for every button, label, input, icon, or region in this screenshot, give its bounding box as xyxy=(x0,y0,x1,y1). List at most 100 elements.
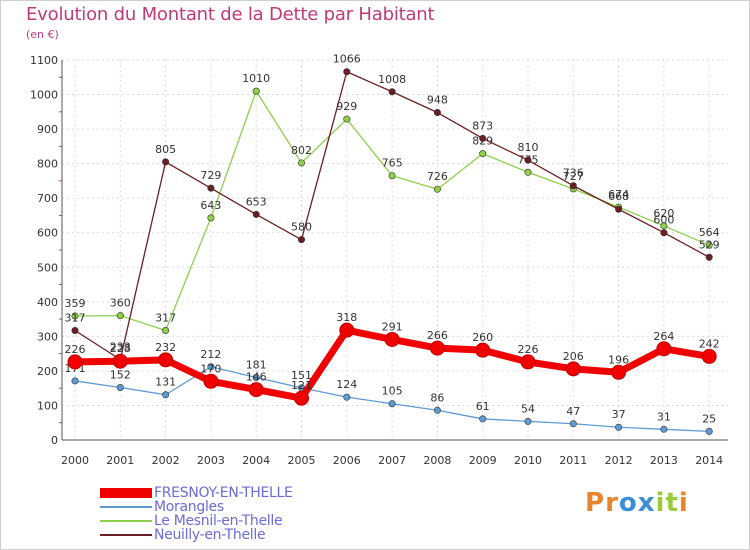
data-label-neuilly-en-thelle: 1066 xyxy=(333,53,361,66)
data-point-le-mesnil-en-thelle xyxy=(343,115,351,123)
x-tick-label: 2003 xyxy=(197,454,225,467)
y-tick-label: 0 xyxy=(51,434,58,447)
data-label-morangles: 86 xyxy=(430,391,444,404)
x-tick-label: 2009 xyxy=(469,454,497,467)
data-label-fresnoy-en-thelle: 232 xyxy=(155,341,176,354)
data-label-neuilly-en-thelle: 810 xyxy=(518,141,539,154)
data-point-neuilly-en-thelle xyxy=(615,205,623,213)
legend-item-morangles: Morangles xyxy=(100,499,293,515)
data-point-morangles xyxy=(615,423,623,431)
data-point-le-mesnil-en-thelle xyxy=(71,312,79,320)
data-point-neuilly-en-thelle xyxy=(252,210,260,218)
data-point-le-mesnil-en-thelle xyxy=(388,172,396,180)
data-point-fresnoy-en-thelle xyxy=(384,331,400,347)
x-tick-label: 2004 xyxy=(242,454,270,467)
data-label-neuilly-en-thelle: 1008 xyxy=(378,73,406,86)
data-label-le-mesnil-en-thelle: 359 xyxy=(65,297,86,310)
x-tick-label: 2006 xyxy=(333,454,361,467)
data-label-fresnoy-en-thelle: 226 xyxy=(518,343,539,356)
data-point-neuilly-en-thelle xyxy=(524,156,532,164)
x-tick-label: 2014 xyxy=(695,454,723,467)
data-label-neuilly-en-thelle: 580 xyxy=(291,221,312,234)
legend: FRESNOY-EN-THELLE Morangles Le Mesnil-en… xyxy=(100,485,293,543)
data-label-le-mesnil-en-thelle: 564 xyxy=(699,226,720,239)
data-label-morangles: 54 xyxy=(521,402,535,415)
y-tick-label: 300 xyxy=(37,330,58,343)
data-point-morangles xyxy=(162,391,170,399)
data-point-morangles xyxy=(207,363,215,371)
y-tick-label: 500 xyxy=(37,261,58,274)
logo-letter: i xyxy=(655,488,666,518)
data-point-neuilly-en-thelle xyxy=(343,68,351,76)
logo-letter: P xyxy=(585,488,606,518)
data-point-neuilly-en-thelle xyxy=(569,182,577,190)
y-tick-label: 100 xyxy=(37,399,58,412)
legend-label-morangles: Morangles xyxy=(154,499,224,515)
data-label-neuilly-en-thelle: 873 xyxy=(472,119,493,132)
data-label-fresnoy-en-thelle: 170 xyxy=(200,362,221,375)
data-point-le-mesnil-en-thelle xyxy=(705,241,713,249)
data-point-neuilly-en-thelle xyxy=(388,88,396,96)
data-label-morangles: 105 xyxy=(382,385,403,398)
data-label-le-mesnil-en-thelle: 765 xyxy=(382,157,403,170)
data-point-fresnoy-en-thelle xyxy=(339,322,355,338)
logo-letter: x xyxy=(637,488,656,518)
data-label-fresnoy-en-thelle: 264 xyxy=(653,330,674,343)
legend-swatch-neuilly xyxy=(100,534,152,536)
x-tick-label: 2005 xyxy=(288,454,316,467)
data-point-fresnoy-en-thelle xyxy=(294,390,309,406)
data-point-fresnoy-en-thelle xyxy=(429,340,445,356)
x-tick-label: 2002 xyxy=(152,454,180,467)
data-label-neuilly-en-thelle: 729 xyxy=(200,169,221,182)
data-point-morangles xyxy=(71,377,79,385)
legend-item-neuilly: Neuilly-en-Thelle xyxy=(100,527,293,543)
y-tick-label: 600 xyxy=(37,227,58,240)
x-tick-label: 2000 xyxy=(61,454,89,467)
data-label-morangles: 61 xyxy=(476,400,490,413)
data-label-fresnoy-en-thelle: 266 xyxy=(427,329,448,342)
y-tick-label: 400 xyxy=(37,296,58,309)
data-point-morangles xyxy=(116,383,124,391)
data-label-morangles: 181 xyxy=(246,358,267,371)
data-point-le-mesnil-en-thelle xyxy=(116,312,124,320)
data-label-neuilly-en-thelle: 948 xyxy=(427,94,448,107)
data-point-fresnoy-en-thelle xyxy=(611,364,627,380)
data-label-morangles: 151 xyxy=(291,369,312,382)
data-point-neuilly-en-thelle xyxy=(207,184,215,192)
data-label-morangles: 25 xyxy=(702,412,716,425)
data-point-neuilly-en-thelle xyxy=(433,109,441,117)
data-point-neuilly-en-thelle xyxy=(162,158,170,166)
data-point-le-mesnil-en-thelle xyxy=(252,87,260,95)
data-label-le-mesnil-en-thelle: 929 xyxy=(336,100,357,113)
data-point-fresnoy-en-thelle xyxy=(656,341,672,357)
data-point-le-mesnil-en-thelle xyxy=(297,159,305,167)
data-label-neuilly-en-thelle: 736 xyxy=(563,167,584,180)
data-label-neuilly-en-thelle: 317 xyxy=(65,311,86,324)
data-label-fresnoy-en-thelle: 146 xyxy=(246,371,267,384)
legend-label-fresnoy: FRESNOY-EN-THELLE xyxy=(154,485,293,501)
data-point-morangles xyxy=(660,425,668,433)
data-label-le-mesnil-en-thelle: 726 xyxy=(427,170,448,183)
x-tick-label: 2013 xyxy=(650,454,678,467)
x-tick-label: 2008 xyxy=(423,454,451,467)
data-point-morangles xyxy=(705,427,713,435)
data-label-neuilly-en-thelle: 529 xyxy=(699,238,720,251)
data-label-le-mesnil-en-thelle: 360 xyxy=(110,297,131,310)
data-point-fresnoy-en-thelle xyxy=(158,352,174,368)
chart-title: Evolution du Montant de la Dette par Hab… xyxy=(26,4,435,25)
data-point-morangles xyxy=(388,400,396,408)
legend-item-mesnil: Le Mesnil-en-Thelle xyxy=(100,513,293,529)
data-point-fresnoy-en-thelle xyxy=(248,382,264,398)
data-label-neuilly-en-thelle: 653 xyxy=(246,195,267,208)
data-label-morangles: 31 xyxy=(657,410,671,423)
data-label-fresnoy-en-thelle: 318 xyxy=(336,311,357,324)
legend-label-mesnil: Le Mesnil-en-Thelle xyxy=(154,513,283,529)
x-tick-label: 2012 xyxy=(605,454,633,467)
data-label-neuilly-en-thelle: 233 xyxy=(110,341,131,354)
data-label-morangles: 212 xyxy=(200,348,221,361)
data-label-morangles: 152 xyxy=(110,368,131,381)
data-label-fresnoy-en-thelle: 228 xyxy=(110,342,131,355)
logo-letter: i xyxy=(678,488,689,518)
data-point-neuilly-en-thelle xyxy=(660,229,668,237)
data-point-neuilly-en-thelle xyxy=(705,253,713,261)
